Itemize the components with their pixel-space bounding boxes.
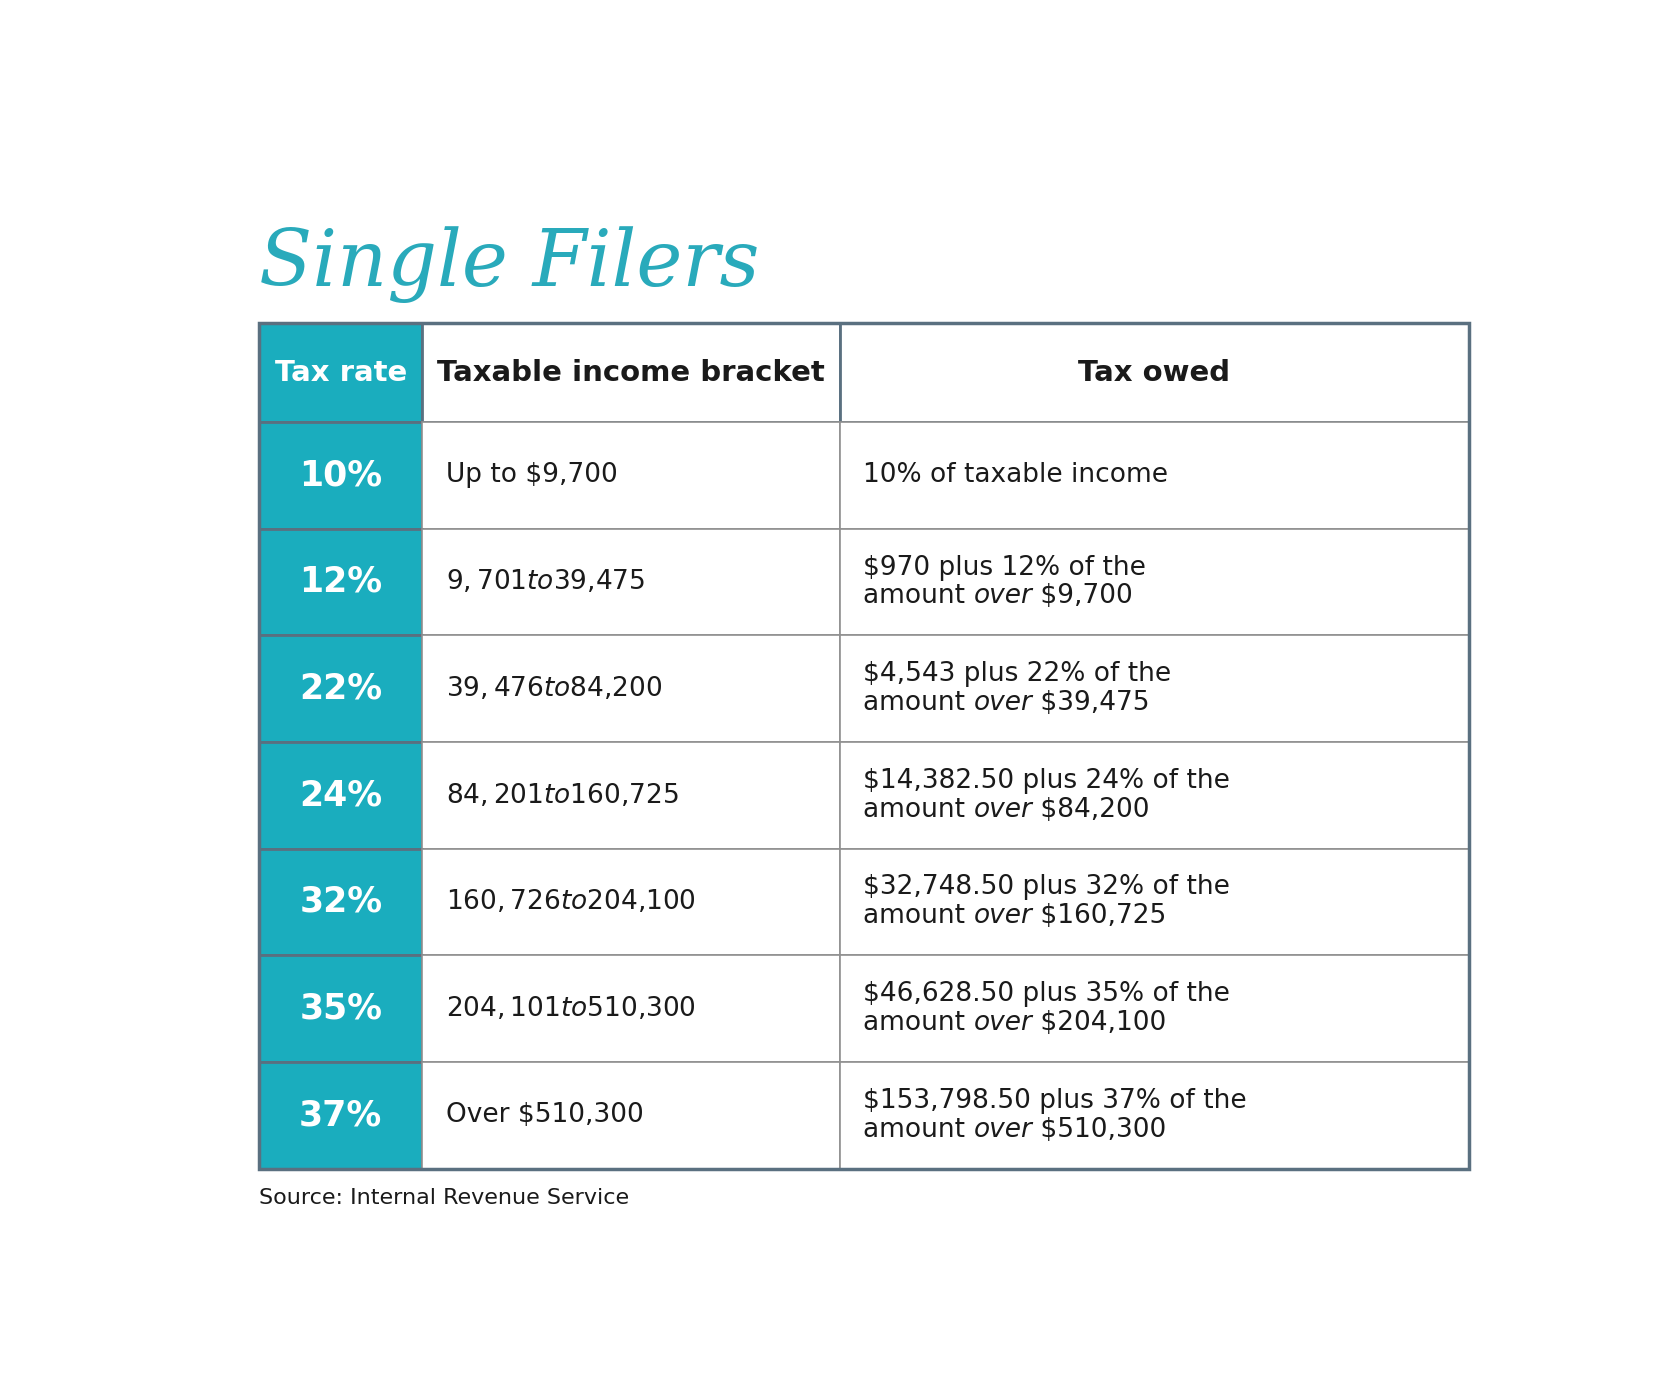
Text: 32%: 32% — [299, 884, 383, 919]
Bar — [423, 742, 839, 848]
Text: $160,725: $160,725 — [1032, 904, 1166, 929]
Text: 10%: 10% — [299, 459, 383, 492]
Text: 24%: 24% — [299, 778, 383, 812]
Text: $39,476 to $84,200: $39,476 to $84,200 — [446, 675, 663, 702]
Text: $9,700: $9,700 — [1032, 583, 1133, 610]
Text: over: over — [973, 583, 1032, 610]
Text: Source: Internal Revenue Service: Source: Internal Revenue Service — [258, 1189, 629, 1208]
Bar — [258, 1062, 423, 1169]
Bar — [423, 956, 839, 1062]
Bar — [258, 529, 423, 635]
Text: $14,382.50 plus 24% of the: $14,382.50 plus 24% of the — [862, 767, 1230, 794]
Text: amount: amount — [862, 691, 973, 716]
Bar — [423, 635, 839, 742]
Bar — [839, 956, 1468, 1062]
Text: Tax rate: Tax rate — [275, 359, 408, 386]
Text: amount: amount — [862, 1116, 973, 1143]
Bar — [423, 529, 839, 635]
Text: 35%: 35% — [299, 992, 383, 1025]
Text: amount: amount — [862, 904, 973, 929]
Bar — [423, 1062, 839, 1169]
Bar — [258, 956, 423, 1062]
Text: Taxable income bracket: Taxable income bracket — [438, 359, 826, 386]
Bar — [258, 742, 423, 848]
Text: over: over — [973, 1116, 1032, 1143]
Bar — [423, 848, 839, 956]
Bar — [258, 635, 423, 742]
Bar — [258, 848, 423, 956]
Text: 12%: 12% — [299, 565, 383, 598]
Text: over: over — [973, 797, 1032, 823]
Bar — [839, 848, 1468, 956]
Text: $46,628.50 plus 35% of the: $46,628.50 plus 35% of the — [862, 981, 1230, 1007]
Text: $204,100: $204,100 — [1032, 1010, 1166, 1036]
Text: $9,701 to $39,475: $9,701 to $39,475 — [446, 568, 644, 596]
Bar — [423, 421, 839, 529]
Text: over: over — [973, 1010, 1032, 1036]
Text: amount: amount — [862, 583, 973, 610]
Bar — [258, 324, 1468, 1169]
Text: $84,200: $84,200 — [1032, 797, 1149, 823]
Text: $510,300: $510,300 — [1032, 1116, 1166, 1143]
Text: $970 plus 12% of the: $970 plus 12% of the — [862, 555, 1146, 580]
Text: 37%: 37% — [299, 1098, 383, 1133]
Text: over: over — [973, 691, 1032, 716]
Text: $39,475: $39,475 — [1032, 691, 1149, 716]
Text: 10% of taxable income: 10% of taxable income — [862, 462, 1168, 488]
Bar — [839, 742, 1468, 848]
Text: $32,748.50 plus 32% of the: $32,748.50 plus 32% of the — [862, 875, 1230, 901]
Text: $204,101 to $510,300: $204,101 to $510,300 — [446, 995, 696, 1023]
Text: $160,726 to $204,100: $160,726 to $204,100 — [446, 889, 696, 915]
Bar — [839, 324, 1468, 421]
Text: $4,543 plus 22% of the: $4,543 plus 22% of the — [862, 661, 1171, 688]
Bar — [839, 635, 1468, 742]
Text: amount: amount — [862, 1010, 973, 1036]
Text: $84,201 to $160,725: $84,201 to $160,725 — [446, 781, 678, 809]
Text: Over $510,300: Over $510,300 — [446, 1102, 644, 1129]
Text: over: over — [973, 904, 1032, 929]
Bar — [258, 421, 423, 529]
Text: amount: amount — [862, 797, 973, 823]
Text: 22%: 22% — [299, 671, 383, 706]
Bar — [423, 324, 839, 421]
Text: Up to $9,700: Up to $9,700 — [446, 462, 618, 488]
Text: $153,798.50 plus 37% of the: $153,798.50 plus 37% of the — [862, 1088, 1247, 1113]
Text: Tax owed: Tax owed — [1077, 359, 1230, 386]
Bar — [839, 529, 1468, 635]
Text: Single Filers: Single Filers — [258, 226, 760, 303]
Bar — [258, 324, 423, 421]
Bar — [839, 421, 1468, 529]
Bar — [839, 1062, 1468, 1169]
